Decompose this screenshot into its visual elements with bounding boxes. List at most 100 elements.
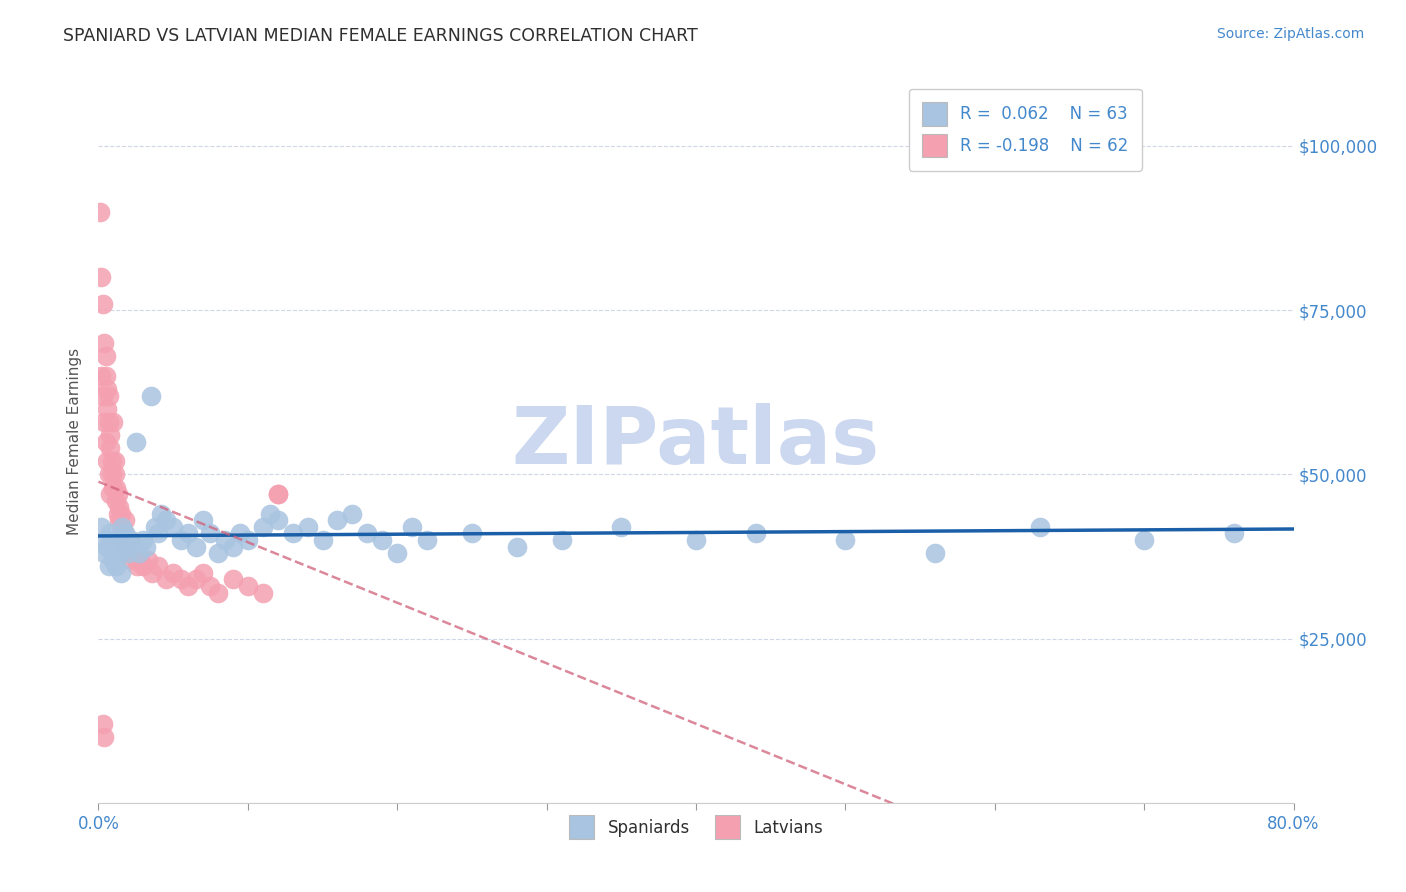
Point	[93, 415, 115, 429]
Point	[91, 388, 114, 402]
Point	[229, 526, 252, 541]
Point	[610, 520, 633, 534]
Point	[385, 546, 409, 560]
Point	[97, 559, 120, 574]
Point	[98, 526, 122, 541]
Point	[169, 573, 191, 587]
Point	[267, 513, 290, 527]
Point	[98, 441, 122, 455]
Point	[311, 533, 333, 547]
Point	[93, 546, 115, 560]
Point	[90, 520, 112, 534]
Point	[110, 507, 132, 521]
Point	[110, 566, 132, 580]
Point	[297, 520, 319, 534]
Point	[108, 513, 131, 527]
Point	[124, 546, 146, 560]
Point	[550, 533, 572, 547]
Point	[117, 546, 139, 560]
Point	[128, 546, 150, 560]
Point	[326, 513, 349, 527]
Point	[96, 540, 118, 554]
Point	[101, 546, 124, 560]
Text: SPANIARD VS LATVIAN MEDIAN FEMALE EARNINGS CORRELATION CHART: SPANIARD VS LATVIAN MEDIAN FEMALE EARNIN…	[63, 27, 697, 45]
Point	[162, 566, 184, 580]
Point	[120, 533, 142, 547]
Point	[136, 553, 159, 567]
Point	[96, 401, 118, 416]
Point	[191, 566, 214, 580]
Point	[91, 296, 114, 310]
Point	[135, 540, 157, 554]
Point	[685, 533, 707, 547]
Point	[107, 540, 129, 554]
Point	[107, 507, 129, 521]
Point	[105, 559, 128, 574]
Point	[96, 382, 118, 396]
Point	[127, 559, 149, 574]
Point	[169, 533, 191, 547]
Point	[94, 368, 117, 383]
Point	[143, 520, 166, 534]
Point	[96, 454, 118, 468]
Point	[90, 270, 112, 285]
Point	[94, 434, 117, 449]
Point	[105, 493, 128, 508]
Point	[104, 533, 127, 547]
Point	[132, 559, 155, 574]
Point	[236, 579, 259, 593]
Point	[236, 533, 259, 547]
Text: ZIPatlas: ZIPatlas	[512, 402, 880, 481]
Point	[177, 526, 200, 541]
Point	[108, 500, 131, 515]
Point	[94, 349, 117, 363]
Point	[207, 546, 229, 560]
Point	[155, 513, 177, 527]
Point	[214, 533, 236, 547]
Point	[125, 434, 148, 449]
Point	[177, 579, 200, 593]
Point	[89, 204, 111, 219]
Point	[148, 526, 170, 541]
Point	[120, 553, 142, 567]
Point	[103, 481, 125, 495]
Point	[371, 533, 394, 547]
Point	[91, 717, 114, 731]
Point	[267, 487, 290, 501]
Point	[924, 546, 946, 560]
Point	[93, 730, 115, 744]
Point	[222, 540, 245, 554]
Point	[139, 388, 162, 402]
Point	[112, 526, 135, 541]
Point	[93, 336, 115, 351]
Point	[108, 546, 131, 560]
Point	[115, 540, 138, 554]
Point	[506, 540, 529, 554]
Point	[114, 526, 136, 541]
Point	[416, 533, 439, 547]
Point	[105, 481, 128, 495]
Point	[115, 540, 138, 554]
Point	[110, 520, 132, 534]
Point	[191, 513, 214, 527]
Point	[745, 526, 768, 541]
Point	[834, 533, 856, 547]
Point	[155, 573, 177, 587]
Point	[97, 467, 120, 482]
Point	[222, 573, 245, 587]
Point	[114, 513, 136, 527]
Point	[97, 415, 120, 429]
Text: Source: ZipAtlas.com: Source: ZipAtlas.com	[1216, 27, 1364, 41]
Point	[461, 526, 484, 541]
Point	[141, 566, 163, 580]
Point	[356, 526, 378, 541]
Point	[107, 487, 129, 501]
Point	[200, 579, 222, 593]
Point	[94, 533, 117, 547]
Point	[112, 533, 135, 547]
Point	[98, 487, 122, 501]
Point	[117, 546, 139, 560]
Point	[111, 520, 134, 534]
Point	[162, 520, 184, 534]
Point	[118, 533, 141, 547]
